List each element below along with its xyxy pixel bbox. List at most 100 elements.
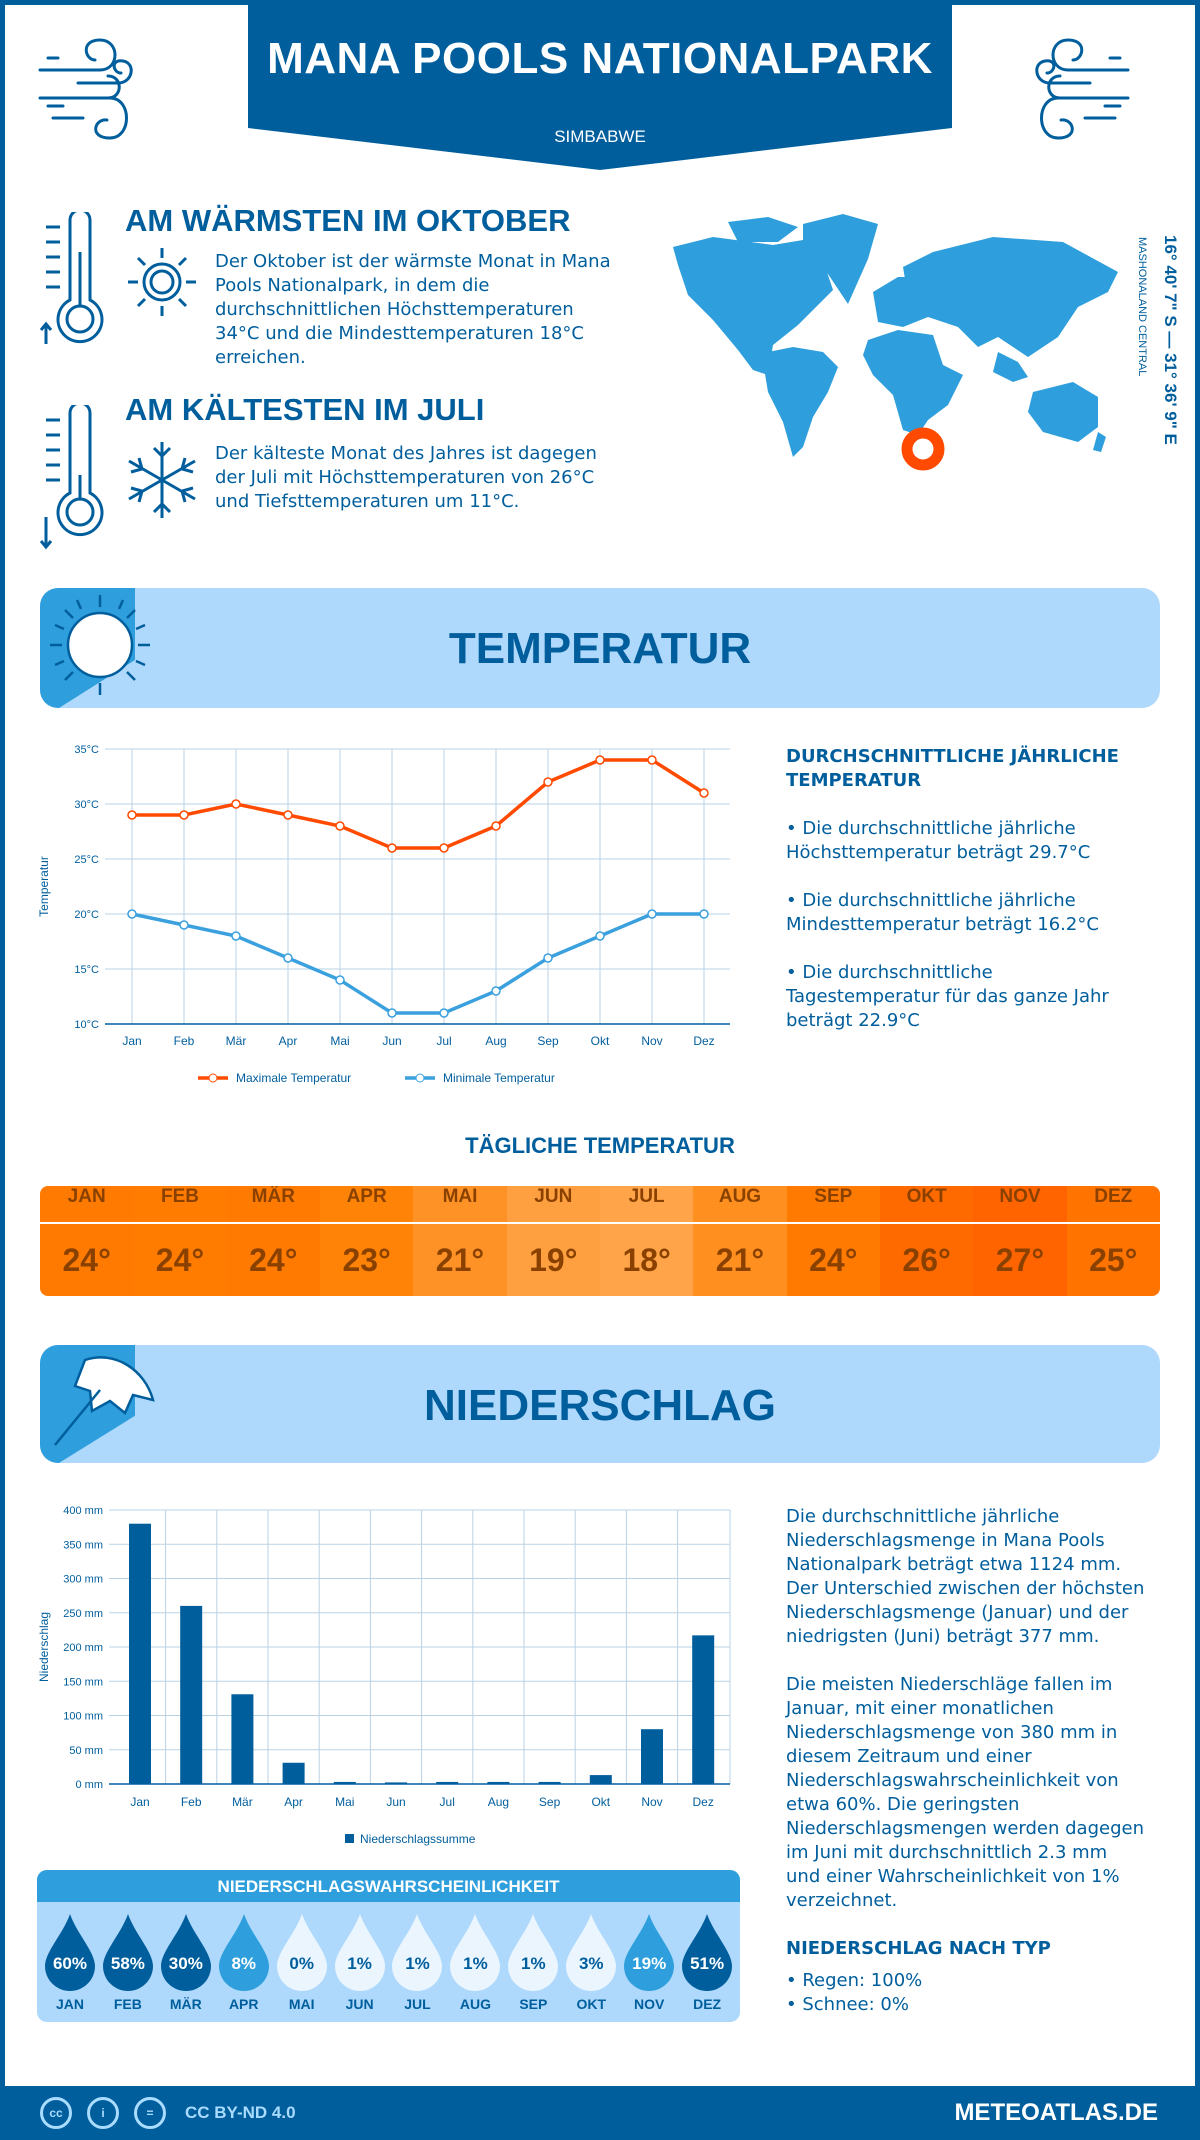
nd-icon: =: [134, 2097, 166, 2129]
x-tick-label: Jul: [436, 1034, 451, 1048]
data-point: [699, 788, 709, 798]
daily-month: APR: [319, 1186, 414, 1224]
x-tick-label: Mai: [330, 1034, 349, 1048]
daily-month: MAI: [413, 1186, 507, 1224]
country-label: SIMBABWE: [554, 127, 646, 146]
probability-value: 1%: [521, 1954, 546, 1973]
daily-column: MÄR 24°: [226, 1186, 320, 1296]
x-tick-label: Nov: [641, 1795, 662, 1809]
daily-temperature-title: TÄGLICHE TEMPERATUR: [465, 1133, 735, 1158]
x-tick-label: Dez: [693, 1795, 714, 1809]
raindrop-icon: [624, 1914, 675, 1991]
raindrop-icon: [450, 1914, 501, 1991]
daily-value: 25°: [1089, 1241, 1138, 1278]
y-tick-label: 0 mm: [76, 1779, 104, 1791]
probability-drop: 19% NOV: [620, 1902, 678, 2012]
precipitation-bar: [589, 1775, 612, 1784]
data-point: [439, 1008, 449, 1018]
daily-column: JUN 19°: [506, 1186, 600, 1296]
probability-month: DEZ: [693, 1996, 722, 2012]
probability-drop: 30% MÄR: [157, 1902, 215, 2012]
precipitation-type-heading: NIEDERSCHLAG NACH TYP: [786, 1938, 1051, 1959]
precipitation-paragraph: Die meisten Niederschläge fallen im Janu…: [786, 1674, 1144, 1911]
x-tick-label: Aug: [488, 1795, 509, 1809]
probability-value: 30%: [168, 1954, 203, 1973]
y-tick-label: 350 mm: [63, 1539, 103, 1551]
daily-column: JUL 18°: [599, 1186, 694, 1296]
data-point: [387, 1008, 397, 1018]
y-tick-label: 100 mm: [63, 1711, 103, 1723]
probability-month: OKT: [576, 1996, 607, 2012]
bullet: • Die durchschnittliche jährliche Höchst…: [786, 818, 1091, 863]
data-point: [439, 843, 449, 853]
legend-label: Minimale Temperatur: [443, 1071, 555, 1085]
x-tick-label: Apr: [279, 1034, 298, 1048]
daily-value: 26°: [902, 1241, 951, 1278]
daily-month: DEZ: [1066, 1186, 1160, 1224]
data-point: [595, 755, 605, 765]
precipitation-bar: [487, 1781, 510, 1784]
probability-drop: 1% JUN: [331, 1902, 389, 2012]
legend-label: Niederschlagssumme: [360, 1832, 476, 1846]
site-link[interactable]: METEOATLAS.DE: [954, 2099, 1158, 2126]
x-tick-label: Sep: [537, 1034, 559, 1048]
x-tick-label: Nov: [641, 1034, 662, 1048]
data-point: [179, 810, 189, 820]
precipitation-bar: [538, 1781, 561, 1784]
daily-value: 23°: [342, 1241, 391, 1278]
precipitation-bar: [282, 1762, 305, 1784]
daily-value: 21°: [715, 1241, 765, 1278]
x-tick-label: Dez: [693, 1034, 714, 1048]
series-line-max: [132, 758, 705, 850]
type-item: • Schnee: 0%: [786, 1994, 909, 2015]
bullet: • Die durchschnittliche Tagestemperatur …: [786, 962, 1109, 1031]
bullet: • Die durchschnittliche jährliche Mindes…: [786, 890, 1099, 935]
license-text: CC BY-ND 4.0: [185, 2103, 296, 2122]
data-point: [127, 810, 137, 820]
probability-month: APR: [228, 1996, 259, 2012]
annual-temperature-info: DURCHSCHNITTLICHE JÄHRLICHE TEMPERATUR •…: [786, 745, 1146, 1033]
daily-month: JAN: [40, 1186, 134, 1224]
probability-drop: 60% JAN: [41, 1902, 99, 2012]
probability-value: 51%: [690, 1954, 725, 1973]
daily-value: 18°: [622, 1241, 671, 1278]
warmest-text: Der Oktober ist der wärmste Monat in Man…: [215, 251, 611, 368]
probability-drop: 51% DEZ: [678, 1902, 736, 2012]
raindrop-icon: [276, 1914, 327, 1991]
probability-drop: 58% FEB: [99, 1902, 157, 2012]
location-marker: [901, 427, 945, 471]
data-point: [647, 755, 657, 765]
sun-icon: [128, 248, 196, 316]
snowflake-icon: [128, 442, 196, 518]
daily-value: 24°: [155, 1241, 205, 1278]
wind-icon: [1035, 38, 1130, 140]
probability-month: JAN: [55, 1996, 84, 2012]
daily-value: 19°: [529, 1241, 578, 1278]
data-point: [647, 909, 657, 919]
daily-month: SEP: [786, 1186, 880, 1224]
raindrop-icon: [682, 1914, 733, 1991]
x-tick-label: Jun: [386, 1795, 405, 1809]
probability-value: 19%: [632, 1954, 667, 1973]
precipitation-bar: [180, 1605, 203, 1784]
x-tick-label: Sep: [539, 1795, 561, 1809]
data-point: [179, 920, 189, 930]
x-tick-label: Okt: [591, 1795, 610, 1809]
data-point: [491, 821, 501, 831]
data-point: [283, 810, 293, 820]
thermometer-down-icon: [39, 405, 104, 550]
data-point: [127, 909, 137, 919]
raindrop-icon: [218, 1914, 269, 1991]
x-tick-label: Jun: [382, 1034, 401, 1048]
probability-value: 8%: [231, 1954, 257, 1973]
precipitation-bar: [231, 1694, 254, 1784]
type-item: • Regen: 100%: [786, 1970, 923, 1991]
daily-value: 27°: [995, 1241, 1045, 1278]
precipitation-info: Die durchschnittliche jährliche Niedersc…: [786, 1505, 1146, 2017]
daily-value: 21°: [435, 1241, 485, 1278]
precipitation-banner: NIEDERSCHLAG: [40, 1345, 1160, 1463]
data-point: [231, 799, 241, 809]
y-tick-label: 300 mm: [63, 1574, 103, 1586]
x-tick-label: Feb: [174, 1034, 195, 1048]
probability-drop: 1% AUG: [446, 1902, 504, 2012]
